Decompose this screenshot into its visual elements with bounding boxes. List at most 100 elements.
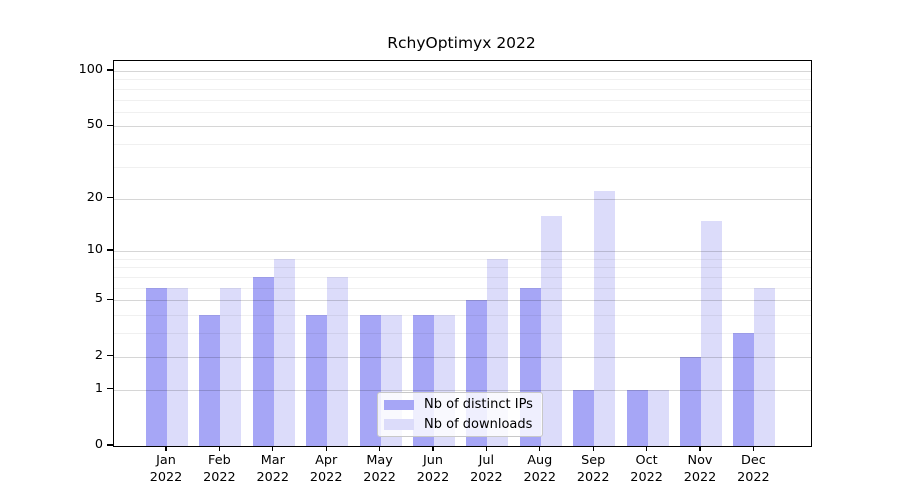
x-tick-month: Jan — [156, 453, 176, 468]
gridline-minor-30 — [114, 166, 811, 168]
y-tick-mark-1 — [107, 388, 113, 390]
bar-distinct-ips-oct — [626, 389, 648, 446]
x-tick-year: 2022 — [523, 469, 557, 485]
y-tick-label-50: 50 — [86, 117, 103, 133]
x-tick-mark-jan — [165, 446, 167, 451]
x-tick-month: Sep — [581, 453, 606, 468]
gridline-minor-3 — [114, 333, 811, 335]
bar-downloads-apr — [327, 277, 349, 446]
y-tick-label-100: 100 — [78, 61, 103, 77]
bar-downloads-oct — [647, 389, 669, 446]
x-tick-mark-aug — [539, 446, 541, 451]
x-tick-year: 2022 — [683, 469, 717, 485]
x-tick-mark-nov — [699, 446, 701, 451]
x-tick-mark-may — [378, 446, 381, 451]
x-tick-mark-feb — [218, 446, 221, 451]
bar-distinct-ips-mar — [252, 277, 274, 446]
legend-swatch-downloads — [384, 419, 414, 430]
x-tick-year: 2022 — [630, 469, 663, 485]
gridline-major-1 — [114, 389, 811, 391]
legend-item-distinct-ips: Nb of distinct IPs — [384, 396, 536, 414]
x-tick-month: Nov — [687, 453, 713, 468]
bar-downloads-jan — [167, 287, 188, 446]
gridline-minor-9 — [114, 258, 811, 260]
y-tick-label-1: 1 — [94, 380, 103, 396]
legend-swatch-distinct-ips — [384, 399, 414, 410]
x-tick-label-jun: Jun 2022 — [401, 453, 465, 486]
y-tick-mark-10 — [107, 249, 113, 251]
gridline-minor-90 — [114, 79, 811, 81]
x-tick-label-may: May 2022 — [348, 453, 412, 486]
legend-item-downloads: Nb of downloads — [384, 416, 536, 434]
gridline-major-50 — [114, 126, 811, 128]
y-tick-mark-5 — [107, 298, 113, 301]
gridline-major-20 — [114, 198, 811, 200]
y-tick-mark-50 — [107, 124, 113, 127]
x-tick-label-jul: Jul 2022 — [454, 453, 518, 486]
x-tick-label-apr: Apr 2022 — [294, 453, 358, 486]
x-tick-year: 2022 — [363, 469, 396, 485]
x-tick-month: Dec — [741, 453, 766, 468]
gridline-minor-4 — [114, 315, 811, 317]
y-tick-mark-2 — [107, 355, 113, 357]
x-tick-month: Jul — [478, 453, 495, 468]
x-tick-label-aug: Aug 2022 — [508, 453, 572, 486]
gridline-major-2 — [114, 356, 811, 358]
gridline-minor-80 — [114, 88, 811, 90]
bar-distinct-ips-jan — [146, 287, 167, 446]
gridline-major-5 — [114, 300, 811, 302]
x-tick-mark-jun — [432, 446, 434, 451]
x-tick-year: 2022 — [737, 469, 770, 485]
x-tick-label-oct: Oct 2022 — [615, 453, 679, 486]
x-tick-year: 2022 — [203, 469, 236, 485]
x-tick-month: May — [366, 453, 393, 468]
x-tick-label-nov: Nov 2022 — [668, 453, 732, 486]
gridline-minor-8 — [114, 267, 811, 269]
legend-label-distinct-ips: Nb of distinct IPs — [424, 397, 533, 413]
y-tick-label-5: 5 — [94, 291, 103, 307]
y-tick-label-0: 0 — [94, 437, 103, 452]
x-tick-year: 2022 — [576, 469, 610, 485]
x-tick-mark-mar — [272, 446, 274, 451]
gridline-major-100 — [114, 70, 811, 72]
x-tick-label-dec: Dec 2022 — [721, 453, 785, 486]
bar-distinct-ips-apr — [306, 315, 328, 446]
y-tick-mark-0 — [107, 444, 113, 446]
y-tick-label-20: 20 — [86, 189, 103, 205]
gridline-minor-7 — [114, 277, 811, 278]
x-tick-year: 2022 — [470, 469, 503, 485]
x-tick-label-mar: Mar 2022 — [241, 453, 305, 486]
x-tick-label-sep: Sep 2022 — [561, 453, 625, 486]
plot-area — [113, 60, 812, 447]
bar-distinct-ips-dec — [733, 333, 755, 446]
y-tick-mark-100 — [107, 69, 113, 71]
y-tick-label-10: 10 — [86, 242, 103, 258]
x-tick-mark-dec — [752, 446, 755, 451]
x-tick-month: Feb — [208, 453, 231, 468]
bar-downloads-dec — [754, 287, 776, 446]
x-tick-label-jan: Jan 2022 — [134, 453, 198, 486]
x-tick-year: 2022 — [256, 469, 290, 485]
x-tick-month: Aug — [527, 453, 553, 468]
gridline-minor-40 — [114, 144, 811, 146]
x-tick-mark-apr — [325, 446, 327, 451]
x-tick-mark-sep — [592, 446, 594, 451]
gridline-minor-60 — [114, 111, 811, 113]
bar-distinct-ips-sep — [573, 389, 595, 446]
gridline-minor-70 — [114, 99, 811, 101]
x-tick-mark-oct — [645, 446, 648, 451]
bar-downloads-mar — [273, 258, 295, 446]
bar-distinct-ips-may — [359, 315, 381, 446]
bar-downloads-feb — [220, 287, 242, 446]
x-tick-mark-jul — [485, 446, 488, 451]
y-tick-mark-20 — [107, 196, 113, 199]
x-tick-label-feb: Feb 2022 — [187, 453, 251, 486]
gridline-major-10 — [114, 251, 811, 253]
x-tick-year: 2022 — [416, 469, 450, 485]
x-tick-month: Apr — [315, 453, 338, 468]
x-tick-year: 2022 — [149, 469, 183, 485]
chart-title: RchyOptimyx 2022 — [387, 34, 536, 52]
x-tick-month: Mar — [260, 453, 285, 468]
x-tick-month: Oct — [635, 453, 658, 468]
